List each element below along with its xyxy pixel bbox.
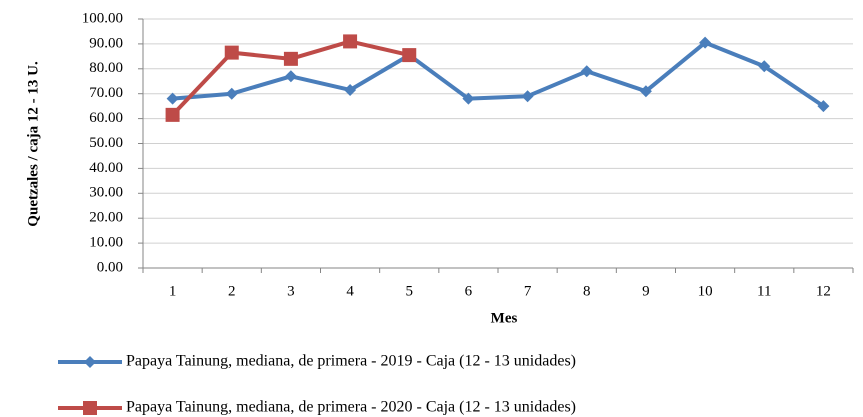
y-axis-label: Quetzales / caja 12 - 13 U. — [25, 61, 41, 227]
data-point — [225, 87, 238, 100]
y-tick-label: 90.00 — [89, 35, 123, 51]
y-tick-label: 20.00 — [89, 210, 123, 226]
x-tick-label: 12 — [816, 283, 831, 299]
legend-label: Papaya Tainung, mediana, de primera - 20… — [126, 399, 576, 416]
x-tick-label: 6 — [465, 283, 473, 299]
y-tick-label: 100.00 — [82, 10, 123, 26]
data-point — [166, 92, 179, 105]
legend-marker — [83, 401, 97, 415]
x-tick-label: 7 — [524, 283, 532, 299]
x-tick-label: 11 — [757, 283, 771, 299]
data-point — [580, 65, 593, 78]
data-point — [758, 60, 771, 73]
data-point — [639, 85, 652, 98]
x-tick-label: 10 — [698, 283, 713, 299]
data-point — [284, 70, 297, 83]
legend-marker — [84, 356, 96, 368]
data-point — [462, 92, 475, 105]
y-tick-label: 50.00 — [89, 135, 123, 151]
y-tick-label: 60.00 — [89, 110, 123, 126]
data-point — [344, 83, 357, 96]
x-axis-label: Mes — [491, 310, 518, 326]
legend-label: Papaya Tainung, mediana, de primera - 20… — [126, 353, 576, 370]
y-tick-label: 70.00 — [89, 85, 123, 101]
data-point — [521, 90, 534, 103]
data-point — [699, 36, 712, 49]
data-point — [283, 51, 298, 66]
y-tick-label: 0.00 — [97, 259, 123, 275]
x-tick-label: 4 — [346, 283, 354, 299]
data-point — [817, 100, 830, 113]
data-point — [224, 45, 239, 60]
y-tick-label: 30.00 — [89, 185, 123, 201]
x-tick-label: 8 — [583, 283, 591, 299]
x-tick-label: 1 — [169, 283, 177, 299]
y-tick-label: 10.00 — [89, 235, 123, 251]
y-tick-label: 40.00 — [89, 160, 123, 176]
data-point — [165, 107, 180, 122]
x-tick-label: 5 — [406, 283, 414, 299]
series-line — [172, 40, 825, 108]
x-tick-label: 2 — [228, 283, 236, 299]
data-point — [343, 34, 358, 49]
x-tick-label: 3 — [287, 283, 295, 299]
x-tick-label: 9 — [642, 283, 650, 299]
data-point — [402, 48, 417, 63]
y-tick-label: 80.00 — [89, 60, 123, 76]
